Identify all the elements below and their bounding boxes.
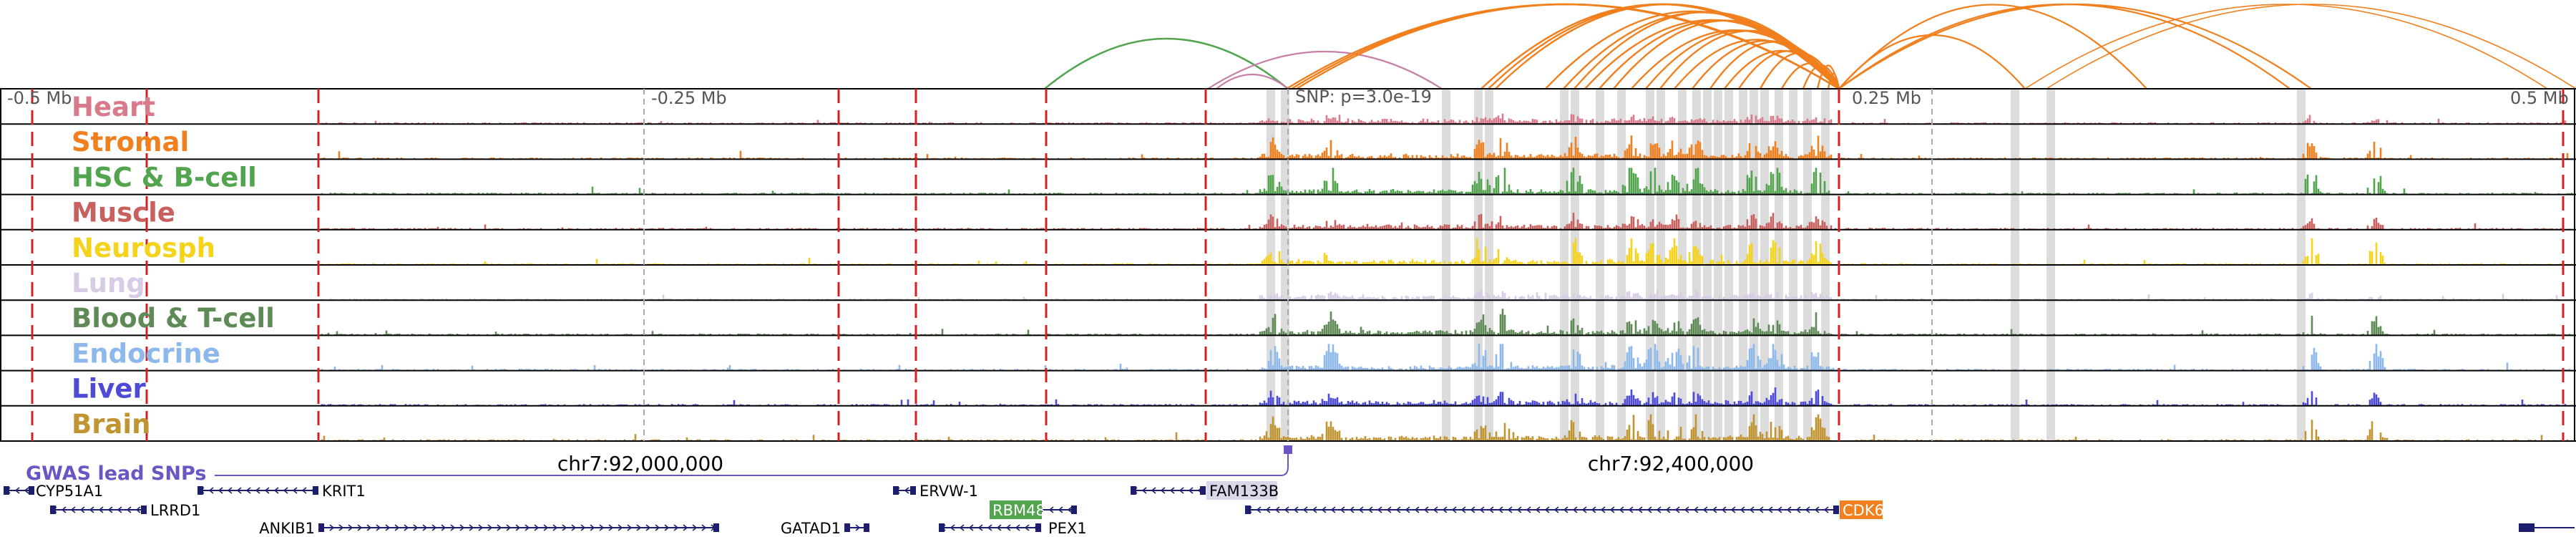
coordinate-label-92400000: chr7:92,400,000 (1588, 452, 1754, 475)
gene-exon (1200, 486, 1206, 495)
chromatin-loop (1724, 49, 1840, 90)
gene-exon (1833, 505, 1839, 514)
chromatin-loop (1044, 37, 1289, 90)
coordinate-labels: chr7:92,000,000 chr7:92,400,000 (557, 452, 1754, 475)
gene-rbm48[interactable]: RBM48 (990, 500, 1077, 519)
gene-exon (864, 523, 869, 532)
gene-exon (1131, 486, 1136, 495)
gene-lrrd1[interactable]: LRRD1 (50, 502, 200, 519)
chromatin-loop (1296, 3, 1840, 90)
chromatin-loop (2024, 4, 2548, 90)
track-label: Neurosph (72, 233, 215, 263)
gene-pex1[interactable]: PEX1 (939, 520, 1087, 537)
coordinate-label-92000000: chr7:92,000,000 (557, 452, 723, 475)
gene-ankib1[interactable]: ANKIB1 (259, 520, 719, 537)
gene-exon (2519, 523, 2534, 532)
gene-exon (1245, 505, 1251, 514)
ruler-label-neg025: -0.25 Mb (651, 88, 727, 108)
track-label: Lung (72, 268, 145, 299)
track-label: Stromal (72, 127, 189, 158)
gene-label: GATAD1 (781, 520, 841, 537)
gene-exon (318, 523, 324, 532)
gene-annotation-track: CYP51A1 KRIT1 ERVW-1 FAM133B LRRD1 RBM48 ANKIB… (4, 481, 2575, 537)
chromatin-loop (1216, 74, 1289, 90)
gene-exon (713, 523, 719, 532)
chromatin-loop (1780, 62, 1840, 90)
gene-exon (910, 486, 916, 495)
gene-gatad1[interactable]: GATAD1 (781, 520, 869, 537)
ruler-label-pos025: 0.25 Mb (1852, 88, 1921, 108)
ruler: -0.5 Mb -0.25 Mb SNP: p=3.0e-19 0.25 Mb … (7, 87, 2569, 108)
track-label: Heart (72, 92, 155, 122)
gene-exon (4, 486, 9, 495)
gwas-track: GWAS lead SNPs (26, 445, 1292, 485)
gene-exon (939, 523, 945, 532)
gene-exon (1071, 505, 1077, 514)
gene-krit1[interactable]: KRIT1 (197, 483, 366, 500)
track-label: HSC & B-cell (72, 162, 257, 193)
gwas-lead-snp-marker (1284, 445, 1292, 454)
chromatin-loop (2046, 4, 2576, 90)
chromatin-loop (1759, 52, 1840, 90)
gene-label: LRRD1 (150, 502, 200, 519)
gene-label: CDK6 (1843, 502, 1884, 519)
gene-label: PEX1 (1048, 520, 1087, 537)
track-label: Liver (72, 374, 146, 405)
gene-label: ERVW-1 (919, 483, 978, 500)
gene-fam133b[interactable]: FAM133B (1131, 481, 1279, 500)
track-label: Muscle (72, 198, 175, 228)
gene-label-highlight (990, 500, 1042, 519)
track-label: Endocrine (72, 338, 220, 369)
gene-exon (844, 523, 850, 532)
gene-cyp51a1[interactable]: CYP51A1 (4, 483, 103, 500)
gene-exon (1035, 523, 1041, 532)
ruler-label-neg05: -0.5 Mb (7, 88, 72, 108)
gene-exon (197, 486, 203, 495)
ruler-label-pos05: 0.5 Mb (2510, 88, 2569, 108)
chromatin-loops-track (1044, 3, 2576, 90)
snp-pvalue-label: SNP: p=3.0e-19 (1295, 87, 1432, 107)
gene-exon (141, 505, 147, 514)
gene-label: ANKIB1 (259, 520, 315, 537)
gene-exon (50, 505, 56, 514)
gene-label-highlight (1206, 481, 1277, 500)
gene-exon (313, 486, 318, 495)
gene-label: KRIT1 (322, 483, 366, 500)
gene-label: RBM48 (992, 502, 1045, 519)
chromatin-loop (1827, 72, 1840, 90)
boundary-lines (31, 89, 2565, 441)
gene-label: CYP51A1 (36, 483, 103, 500)
gwas-lead-snp-line (215, 453, 1289, 476)
gene-cdk6[interactable]: CDK6 (1245, 500, 1884, 519)
gene-ervw-1[interactable]: ERVW-1 (893, 483, 978, 500)
gene-label: FAM133B (1209, 483, 1279, 500)
track-label: Brain (72, 409, 150, 440)
gene-label-highlight (1840, 500, 1883, 519)
chromatin-loop (1838, 4, 2147, 90)
chromatin-loop (1802, 64, 1840, 90)
track-labels: Heart Stromal HSC & B-cell Muscle Neurosph Lu… (72, 92, 275, 440)
gene-exon (893, 486, 899, 495)
chromatin-loop (1207, 50, 1443, 90)
chromatin-loop (1838, 3, 2312, 90)
gene-exon (29, 486, 34, 495)
gwas-label: GWAS lead SNPs (26, 463, 206, 485)
chromatin-loop (1291, 3, 1840, 90)
gene-offscreen-right (2519, 523, 2575, 532)
track-label: Blood & T-cell (72, 303, 275, 334)
